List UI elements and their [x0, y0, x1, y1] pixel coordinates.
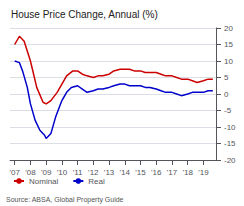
svg-text:'12: '12: [88, 168, 99, 177]
svg-text:'19: '19: [198, 168, 209, 177]
svg-text:'18: '18: [182, 168, 193, 177]
svg-text:'17: '17: [167, 168, 178, 177]
svg-text:-20: -20: [224, 156, 236, 165]
svg-text:'07: '07: [9, 168, 20, 177]
svg-text:'14: '14: [120, 168, 131, 177]
svg-text:-10: -10: [224, 123, 236, 132]
svg-text:'08: '08: [25, 168, 36, 177]
svg-text:House Price Change, Annual (%): House Price Change, Annual (%): [11, 9, 158, 20]
svg-text:0: 0: [224, 90, 229, 99]
svg-text:-15: -15: [224, 139, 236, 148]
svg-text:'10: '10: [57, 168, 68, 177]
svg-text:Source: ABSA, Global Property: Source: ABSA, Global Property Guide: [6, 196, 124, 204]
svg-text:Real: Real: [88, 177, 105, 186]
svg-text:20: 20: [224, 24, 233, 33]
svg-text:5: 5: [224, 73, 229, 82]
svg-text:'13: '13: [104, 168, 115, 177]
svg-text:'09: '09: [41, 168, 52, 177]
svg-text:'15: '15: [135, 168, 146, 177]
svg-text:10: 10: [224, 57, 233, 66]
svg-text:15: 15: [224, 40, 233, 49]
svg-text:'11: '11: [73, 168, 83, 177]
svg-text:Nominal: Nominal: [29, 177, 59, 186]
svg-text:-5: -5: [224, 106, 232, 115]
svg-text:'16: '16: [151, 168, 162, 177]
